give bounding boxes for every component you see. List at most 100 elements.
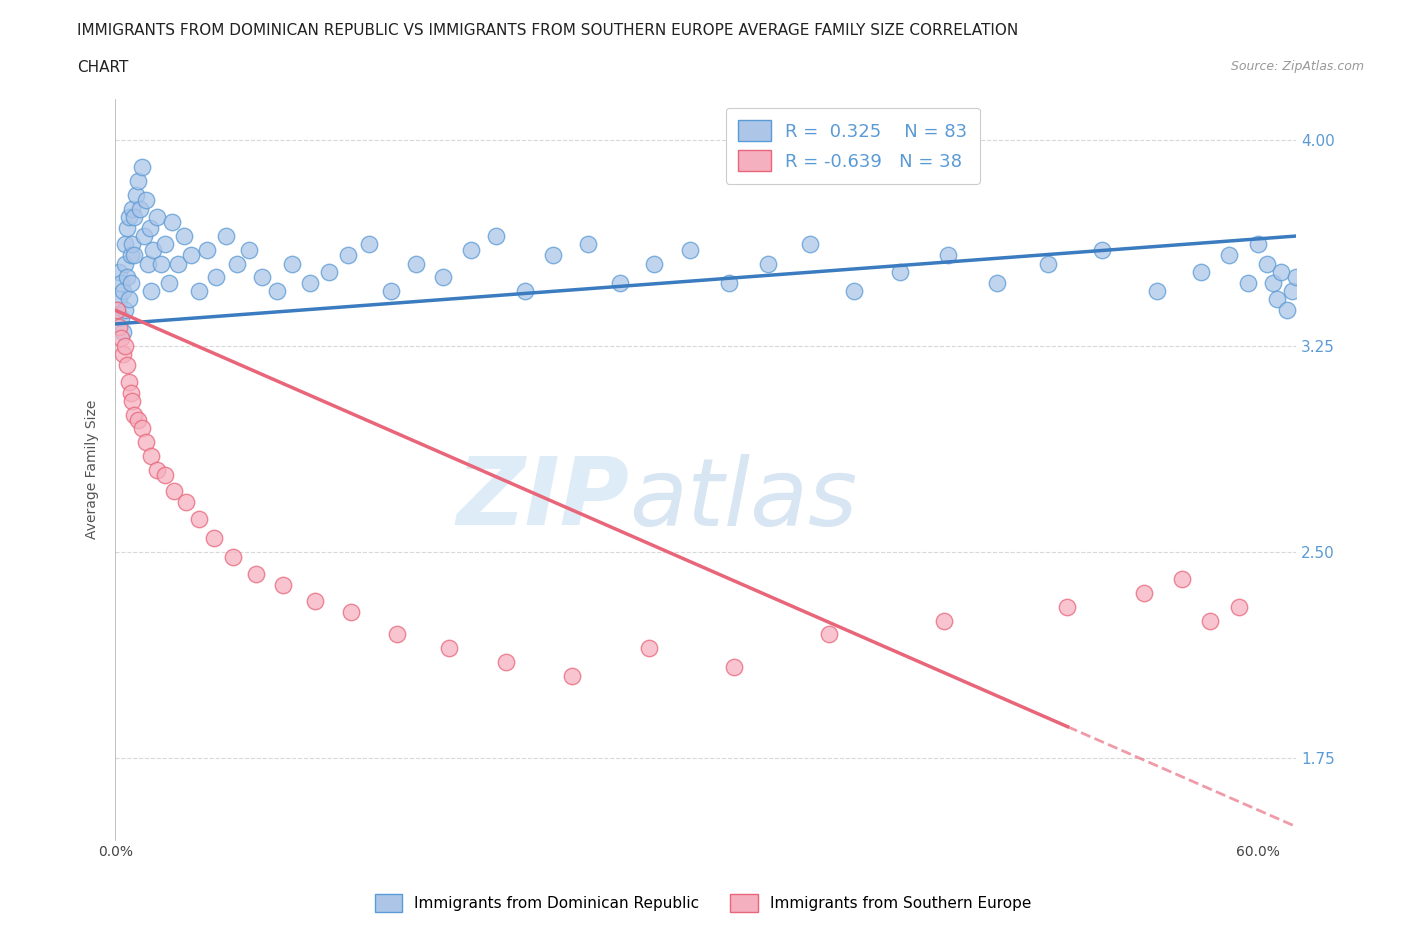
Point xyxy=(108,319,131,334)
Point xyxy=(110,330,132,345)
Point xyxy=(405,256,427,271)
Point xyxy=(117,292,139,307)
Point xyxy=(1256,256,1278,271)
Point xyxy=(758,256,780,271)
Point xyxy=(222,550,245,565)
Point xyxy=(679,243,702,258)
Point xyxy=(238,243,260,258)
Point xyxy=(340,604,363,619)
Point xyxy=(1171,572,1194,587)
Point xyxy=(115,220,138,235)
Point xyxy=(117,209,139,224)
Y-axis label: Average Family Size: Average Family Size xyxy=(86,400,100,539)
Point xyxy=(167,256,190,271)
Point xyxy=(105,303,128,318)
Point xyxy=(162,215,184,230)
Point xyxy=(188,512,211,526)
Point xyxy=(215,229,238,244)
Point xyxy=(1199,613,1222,628)
Point xyxy=(131,421,153,436)
Text: IMMIGRANTS FROM DOMINICAN REPUBLIC VS IMMIGRANTS FROM SOUTHERN EUROPE AVERAGE FA: IMMIGRANTS FROM DOMINICAN REPUBLIC VS IM… xyxy=(77,23,1018,38)
Point xyxy=(250,270,273,285)
Point xyxy=(245,566,267,581)
Point xyxy=(437,641,460,656)
Point xyxy=(108,264,131,279)
Point xyxy=(173,229,195,244)
Point xyxy=(304,594,326,609)
Point xyxy=(124,247,146,262)
Point xyxy=(129,201,152,216)
Point xyxy=(117,374,139,389)
Point xyxy=(146,209,169,224)
Point xyxy=(163,484,186,498)
Point xyxy=(226,256,249,271)
Point xyxy=(1263,275,1285,290)
Point xyxy=(1285,270,1308,285)
Point xyxy=(142,243,165,258)
Point xyxy=(153,468,176,483)
Point xyxy=(120,385,142,400)
Point xyxy=(138,220,160,235)
Point xyxy=(1146,284,1168,299)
Point xyxy=(114,256,136,271)
Point xyxy=(188,284,211,299)
Point xyxy=(205,270,228,285)
Point xyxy=(135,193,157,207)
Point xyxy=(1091,243,1114,258)
Point xyxy=(124,407,146,422)
Point xyxy=(1275,303,1298,318)
Point xyxy=(1270,264,1292,279)
Point xyxy=(1189,264,1212,279)
Point xyxy=(561,668,583,683)
Point xyxy=(576,237,599,252)
Point xyxy=(195,243,218,258)
Point xyxy=(174,495,197,510)
Point xyxy=(643,256,665,271)
Point xyxy=(121,393,143,408)
Point xyxy=(1281,284,1303,299)
Point xyxy=(1237,275,1260,290)
Point xyxy=(108,292,131,307)
Point xyxy=(157,275,180,290)
Text: ZIP: ZIP xyxy=(456,453,628,545)
Point xyxy=(111,347,134,362)
Point xyxy=(986,275,1008,290)
Point xyxy=(266,284,288,299)
Point xyxy=(1132,586,1154,601)
Point xyxy=(111,284,134,299)
Legend: Immigrants from Dominican Republic, Immigrants from Southern Europe: Immigrants from Dominican Republic, Immi… xyxy=(368,888,1038,918)
Point xyxy=(1218,247,1240,262)
Point xyxy=(202,531,225,546)
Point xyxy=(357,237,380,252)
Point xyxy=(637,641,659,656)
Point xyxy=(818,627,841,642)
Point xyxy=(149,256,172,271)
Point xyxy=(114,303,136,318)
Point xyxy=(111,325,134,339)
Point xyxy=(1038,256,1060,271)
Point xyxy=(114,339,136,353)
Point xyxy=(110,311,132,325)
Point xyxy=(380,284,402,299)
Point xyxy=(432,270,454,285)
Text: Source: ZipAtlas.com: Source: ZipAtlas.com xyxy=(1230,60,1364,73)
Point xyxy=(336,247,359,262)
Point xyxy=(1227,600,1250,615)
Text: CHART: CHART xyxy=(77,60,129,75)
Point xyxy=(385,627,408,642)
Point xyxy=(121,201,143,216)
Point xyxy=(146,462,169,477)
Point xyxy=(932,613,955,628)
Point xyxy=(271,578,294,592)
Point xyxy=(318,264,340,279)
Point xyxy=(120,247,142,262)
Point xyxy=(799,237,821,252)
Legend: R =  0.325    N = 83, R = -0.639   N = 38: R = 0.325 N = 83, R = -0.639 N = 38 xyxy=(725,108,980,184)
Point xyxy=(105,303,128,318)
Point xyxy=(141,284,163,299)
Point xyxy=(281,256,304,271)
Point xyxy=(609,275,631,290)
Point xyxy=(135,434,157,449)
Point xyxy=(115,270,138,285)
Point xyxy=(485,229,508,244)
